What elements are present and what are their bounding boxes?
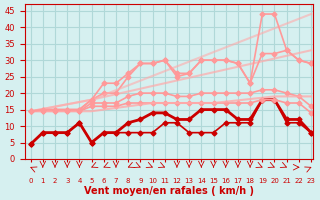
X-axis label: Vent moyen/en rafales ( km/h ): Vent moyen/en rafales ( km/h ) xyxy=(84,186,254,196)
